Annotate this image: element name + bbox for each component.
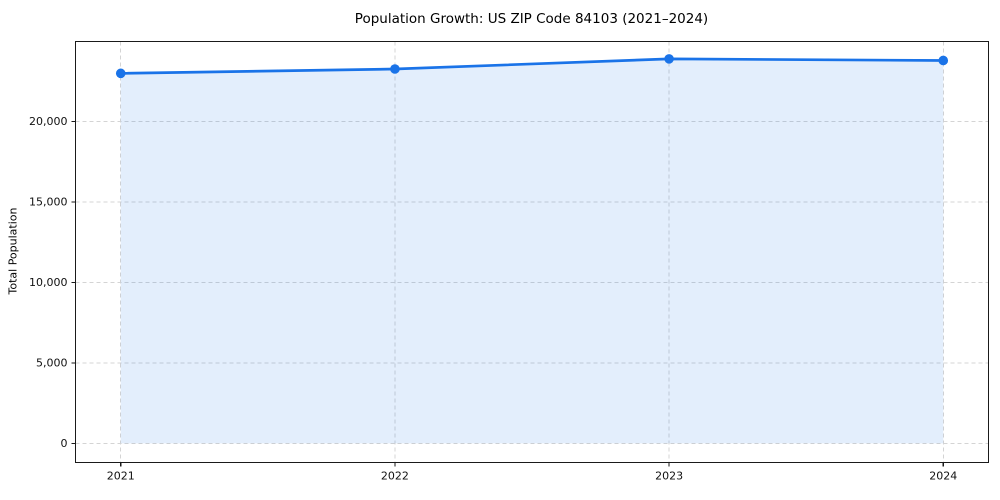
- x-tick-label: 2024: [929, 470, 957, 483]
- x-tick-label: 2023: [655, 470, 683, 483]
- x-tick-label: 2022: [381, 470, 409, 483]
- data-point-marker: [390, 64, 400, 74]
- y-tick-label: 10,000: [29, 276, 68, 289]
- plot-border: [74, 40, 990, 464]
- x-tick-label: 2021: [107, 470, 135, 483]
- y-tick-label: 0: [61, 437, 68, 450]
- data-point-marker: [115, 68, 126, 79]
- data-point-marker: [938, 55, 949, 66]
- y-tick-label: 5,000: [36, 356, 68, 369]
- trend-line: [119, 57, 945, 75]
- y-tick-label: 15,000: [29, 196, 68, 209]
- chart-title: Population Growth: US ZIP Code 84103 (20…: [354, 11, 709, 27]
- area-fill: [120, 58, 944, 444]
- data-point-marker: [664, 54, 674, 64]
- y-tick-label: 20,000: [29, 115, 68, 128]
